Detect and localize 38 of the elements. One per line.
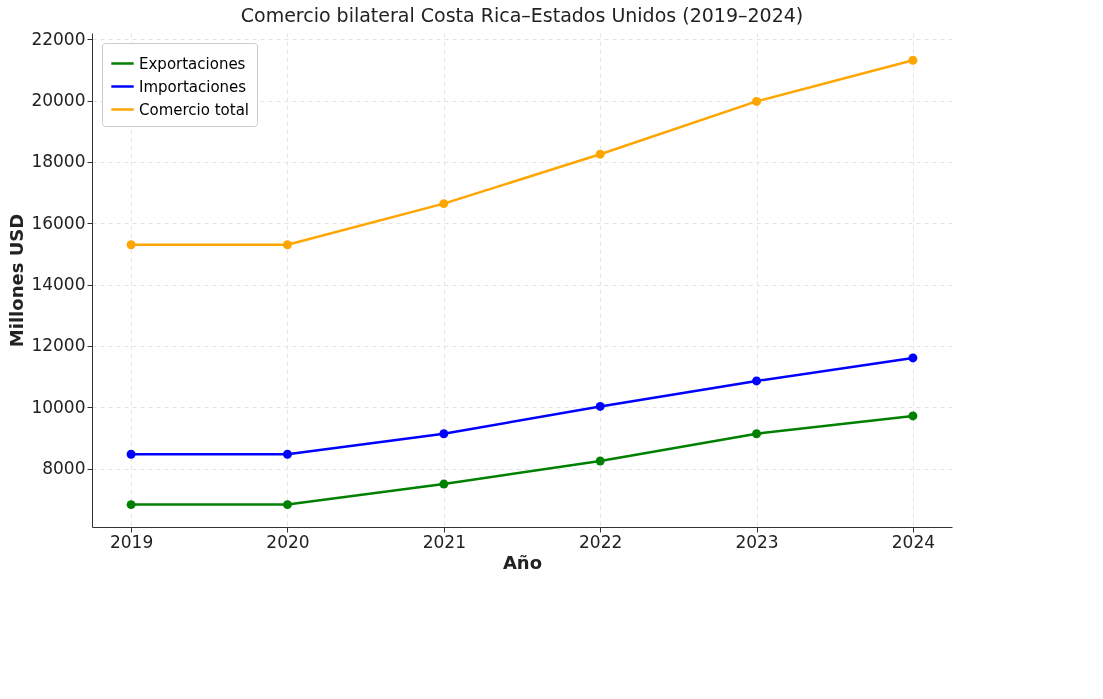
point xyxy=(595,456,605,466)
y-tick-label: 22000 xyxy=(31,28,86,49)
x-tick-label: 2021 xyxy=(422,531,466,552)
y-tick-label: 20000 xyxy=(31,90,86,110)
point xyxy=(752,429,762,439)
y-tick-label: 10000 xyxy=(31,396,86,417)
x-tick-label: 2022 xyxy=(579,531,623,552)
point xyxy=(908,411,918,421)
point xyxy=(282,500,292,510)
legend-label: Exportaciones xyxy=(139,54,246,73)
point xyxy=(126,500,136,510)
point xyxy=(282,240,292,250)
point xyxy=(282,449,292,459)
x-tick-label: 2023 xyxy=(735,531,779,552)
y-tick-label: 18000 xyxy=(31,151,86,172)
point xyxy=(595,401,605,411)
point xyxy=(752,376,762,386)
legend-label: Importaciones xyxy=(139,77,247,96)
y-tick-label: 14000 xyxy=(31,274,86,295)
x-tick-label: 2019 xyxy=(109,531,154,552)
point xyxy=(752,96,762,106)
y-tick-label: 8000 xyxy=(42,458,86,479)
x-axis-title: Año xyxy=(502,551,543,573)
chart-title: Comercio bilateral Costa Rica–Estados Unidos (2019–2024) xyxy=(240,4,804,27)
point xyxy=(908,353,918,363)
point xyxy=(439,429,449,439)
y-axis-title: Millones USD xyxy=(6,213,28,348)
x-tick-label: 2024 xyxy=(891,531,936,552)
point xyxy=(126,240,136,250)
legend-label: Comercio total xyxy=(139,100,249,119)
x-tick-label: 2020 xyxy=(266,531,310,552)
point xyxy=(908,55,918,65)
y-tick-label: 12000 xyxy=(31,335,86,356)
point xyxy=(439,199,449,209)
point xyxy=(595,149,605,159)
point xyxy=(439,479,449,489)
point xyxy=(126,449,136,459)
y-tick-label: 16000 xyxy=(31,212,86,233)
